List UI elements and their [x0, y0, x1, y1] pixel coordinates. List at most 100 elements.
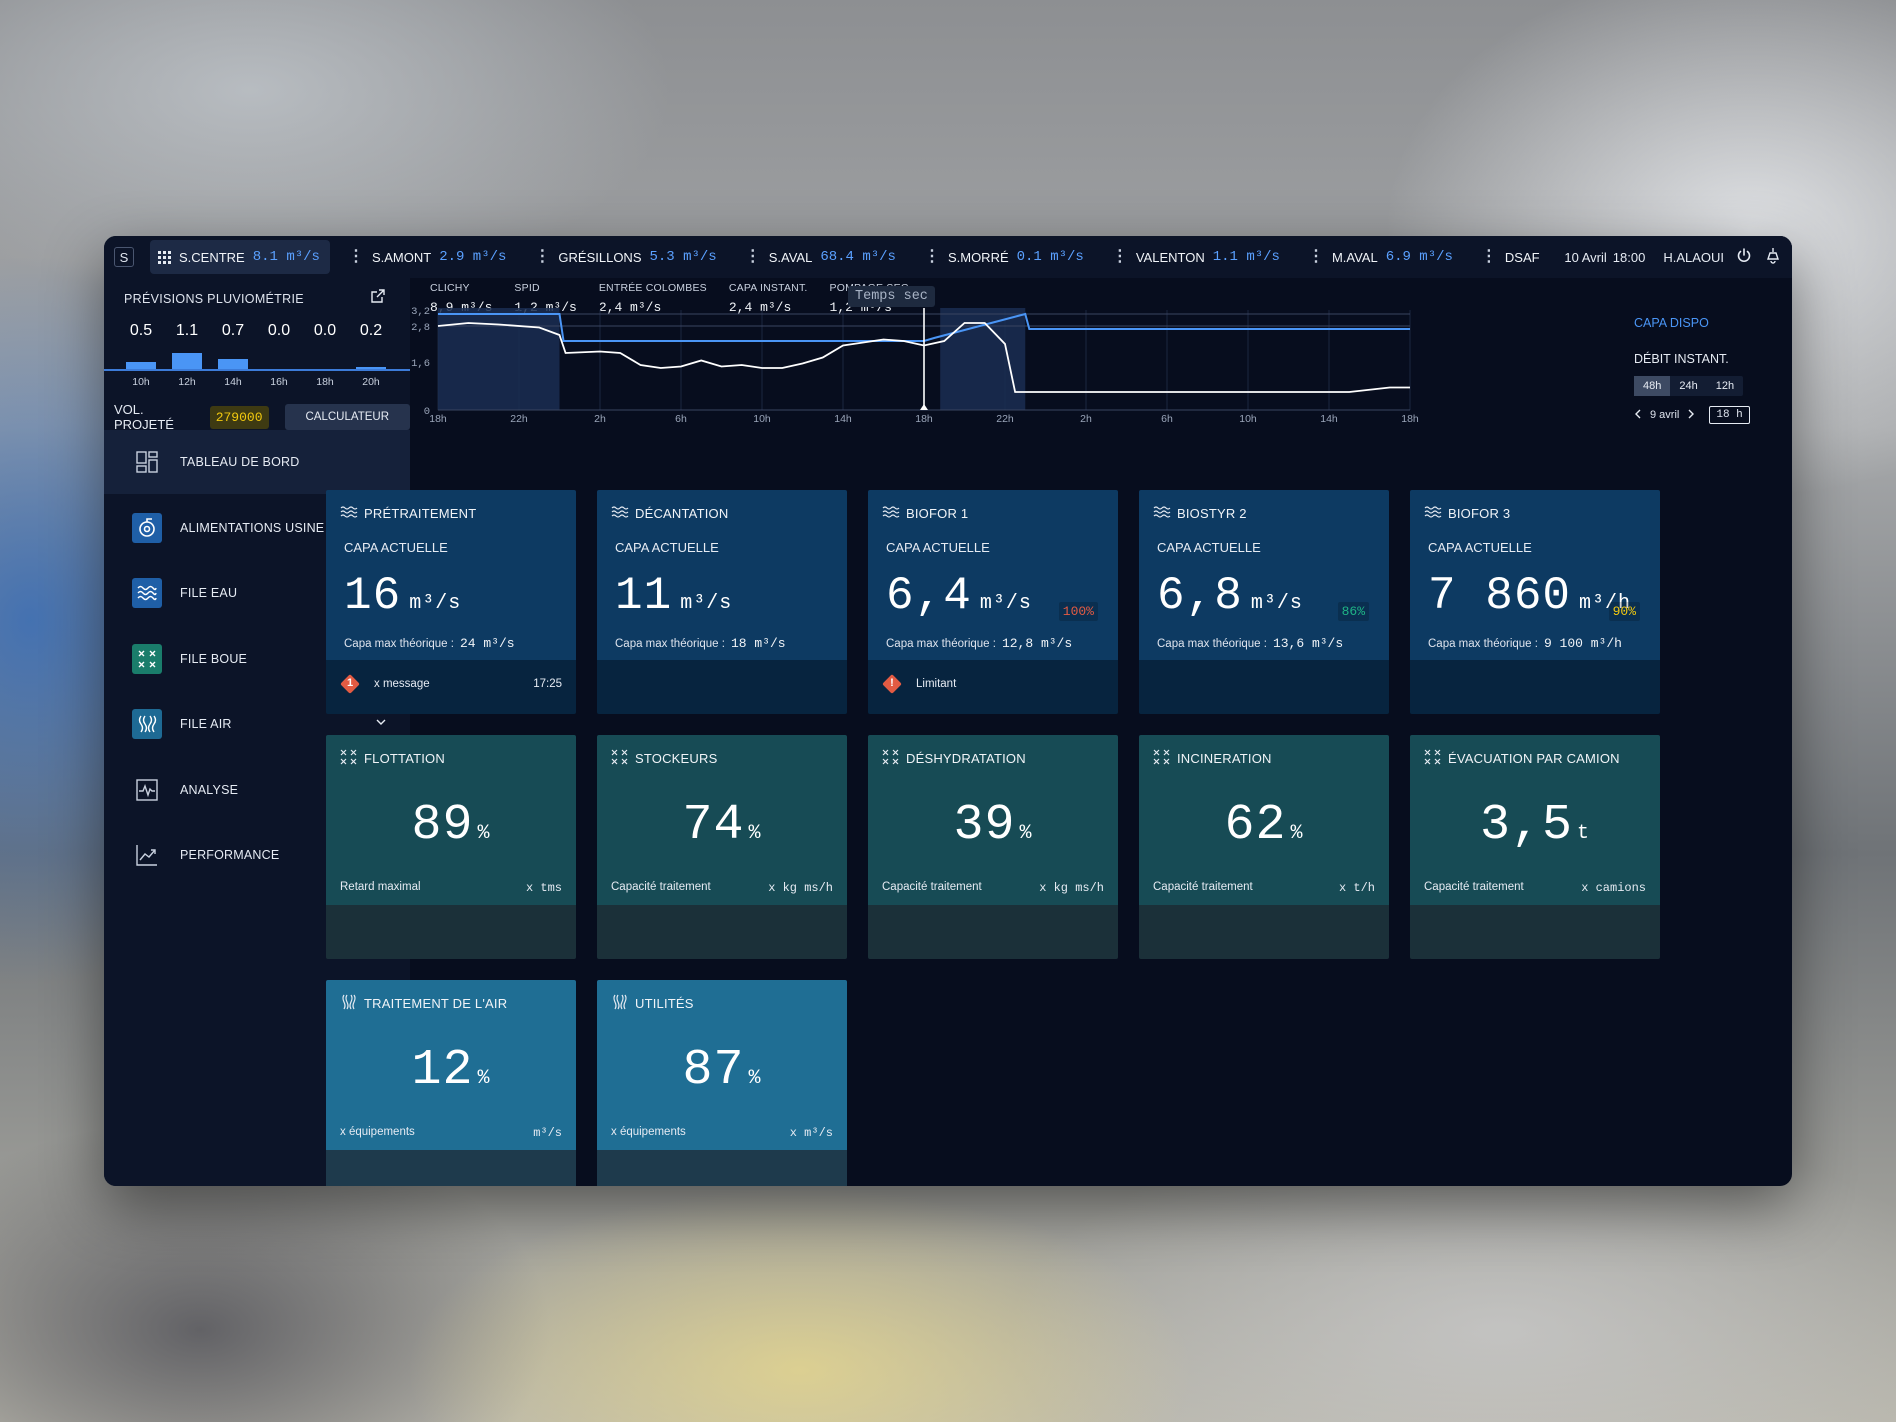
kpi-value: 2,4 m³/s — [728, 300, 792, 315]
calculator-button[interactable]: CALCULATEUR — [284, 404, 410, 430]
process-card[interactable]: INCINERATION 62% Capacité traitement x t/h — [1139, 735, 1389, 959]
chart-now-marker[interactable] — [920, 404, 928, 410]
process-card[interactable]: BIOSTYR 2 CAPA ACTUELLE 6,8 m³/s 86% Capa max… — [1139, 490, 1389, 714]
process-card[interactable]: BIOFOR 1 CAPA ACTUELLE 6,4 m³/s 100% Capa max… — [868, 490, 1118, 714]
hour-input[interactable]: 18 h — [1709, 406, 1750, 424]
nav-item-6[interactable]: PERFORMANCE — [104, 823, 410, 887]
site-tab-7[interactable]: ⋮ DSAF — [1473, 240, 1550, 274]
site-tab-1[interactable]: ⋮ S.AMONT 2.9 m³/s — [340, 240, 516, 274]
card-percent-badge: 86% — [1337, 602, 1369, 621]
rain-value: 0.7 — [221, 322, 245, 339]
range-option[interactable]: 24h — [1679, 380, 1698, 392]
chart-y-tick: 1,6 — [411, 358, 430, 370]
legend-capa-dispo[interactable]: CAPA DISPO — [1634, 316, 1709, 330]
water-icon — [1424, 504, 1442, 523]
legend-debit-instant[interactable]: DÉBIT INSTANT. — [1634, 352, 1729, 366]
user-name[interactable]: H.ALAOUI — [1663, 249, 1724, 265]
process-card[interactable]: FLOTTATION 89% Retard maximal x tms — [326, 735, 576, 959]
process-card[interactable]: STOCKEURS 74% Capacité traitement x kg ms/h — [597, 735, 847, 959]
card-message[interactable]: ! Limitant — [882, 674, 1104, 694]
chevron-down-icon[interactable] — [376, 716, 386, 726]
chevron-left-icon[interactable] — [1634, 409, 1642, 422]
process-card[interactable]: ÉVACUATION PAR CAMION 3,5 t Capacité traite… — [1410, 735, 1660, 959]
process-card[interactable]: DÉCANTATION CAPA ACTUELLE 11 m³/s Capa max t… — [597, 490, 847, 714]
card-max-label: Capa max théorique : — [1157, 638, 1267, 650]
card-message[interactable]: 1 x message 17:25 — [340, 674, 562, 694]
card-value: 39% — [868, 797, 1118, 854]
card-max-label: Capa max théorique : — [344, 638, 454, 650]
sludge-icon — [1424, 749, 1442, 768]
site-flow: 0.1 m³/s — [1016, 249, 1084, 265]
chevron-right-icon[interactable] — [1687, 409, 1695, 422]
card-value: 87% — [597, 1042, 847, 1099]
process-card[interactable]: TRAITEMENT DE L'AIR 12% x équipements m³/s — [326, 980, 576, 1186]
card-title: BIOFOR 1 — [882, 504, 968, 523]
card-title-text: BIOFOR 3 — [1448, 506, 1511, 521]
card-value-number: 89 — [411, 797, 474, 854]
range-option[interactable]: 12h — [1715, 380, 1735, 392]
nav-item-4[interactable]: FILE AIR — [104, 692, 410, 756]
site-tab-3[interactable]: ⋮ S.AVAL 68.4 m³/s — [737, 240, 906, 274]
card-value-number: 39 — [953, 797, 1016, 854]
nav-label: TABLEAU DE BORD — [180, 455, 300, 469]
card-unit: % — [477, 1067, 491, 1090]
card-title-text: BIOSTYR 2 — [1177, 506, 1247, 521]
process-card[interactable]: BIOFOR 3 CAPA ACTUELLE 7 860 m³/h 90% Capa ma… — [1410, 490, 1660, 714]
air-icon — [340, 994, 358, 1013]
water-icon — [1153, 504, 1171, 523]
card-max: Capa max théorique : 18 m³/s — [615, 636, 786, 651]
sludge-icon — [132, 643, 162, 674]
more-icon[interactable]: ⋮ — [1480, 248, 1497, 265]
site-flow: 1.1 m³/s — [1212, 249, 1280, 265]
more-icon[interactable]: ⋮ — [1111, 248, 1128, 265]
site-tab-5[interactable]: ⋮ VALENTON 1.1 m³/s — [1104, 240, 1290, 274]
lamp-icon[interactable] — [1764, 247, 1782, 268]
external-link-icon[interactable] — [370, 288, 386, 304]
card-footer: Retard maximal x tms — [340, 881, 562, 895]
grid-icon[interactable] — [158, 250, 171, 264]
site-tab-0[interactable]: S.CENTRE 8.1 m³/s — [150, 240, 330, 274]
site-name: S.CENTRE — [179, 249, 245, 265]
volume-label: VOL. PROJETÉ — [114, 402, 174, 432]
volume-value[interactable]: 279000 — [209, 405, 269, 429]
card-title: FLOTTATION — [340, 749, 445, 768]
kpi-label: SPID — [514, 282, 540, 294]
analysis-icon — [132, 775, 162, 805]
power-icon[interactable] — [1736, 247, 1752, 267]
site-tab-6[interactable]: ⋮ M.AVAL 6.9 m³/s — [1300, 240, 1463, 274]
card-title-text: UTILITÉS — [635, 996, 694, 1011]
card-subtitle: CAPA ACTUELLE — [886, 540, 990, 555]
nav-item-2[interactable]: FILE EAU — [104, 561, 410, 625]
card-value-number: 12 — [411, 1042, 474, 1099]
app-logo[interactable]: S — [114, 247, 134, 267]
card-max-label: Capa max théorique : — [1428, 638, 1538, 650]
more-icon[interactable]: ⋮ — [923, 248, 940, 265]
card-footer-value: x kg ms/h — [1039, 881, 1104, 895]
card-max-label: Capa max théorique : — [615, 638, 725, 650]
more-icon[interactable]: ⋮ — [1307, 248, 1324, 265]
card-unit: % — [1019, 822, 1033, 845]
rain-bar — [126, 362, 156, 370]
nav-item-0[interactable]: TABLEAU DE BORD — [104, 430, 410, 494]
site-tab-2[interactable]: ⋮ GRÉSILLONS 5.3 m³/s — [526, 240, 726, 274]
sludge-icon — [340, 749, 358, 768]
process-card[interactable]: UTILITÉS 87% x équipements x m³/s — [597, 980, 847, 1186]
alert-icon: ! — [882, 674, 902, 694]
card-percent-badge: 90% — [1608, 602, 1640, 621]
chart-x-tick: 6h — [675, 413, 687, 425]
process-card[interactable]: DÉSHYDRATATION 39% Capacité traitement x kg… — [868, 735, 1118, 959]
more-icon[interactable]: ⋮ — [347, 248, 364, 265]
more-icon[interactable]: ⋮ — [534, 248, 551, 265]
rain-bars — [104, 342, 410, 370]
more-icon[interactable]: ⋮ — [744, 248, 761, 265]
card-unit: % — [477, 822, 491, 845]
card-max-value: 9 100 m³/h — [1543, 636, 1622, 651]
range-option[interactable]: 48h — [1634, 376, 1671, 396]
nav-item-3[interactable]: FILE BOUE — [104, 627, 410, 691]
nav-item-1[interactable]: ALIMENTATIONS USINE — [104, 496, 410, 560]
chart-x-tick: 2h — [594, 413, 606, 425]
flow-chart[interactable]: 0 1,6 2,8 3,2 18h 22h 2h 6h 10h 14h 18h 22h 2h 6h 10h 1… — [410, 278, 1792, 434]
site-tab-4[interactable]: ⋮ S.MORRÉ 0.1 m³/s — [916, 240, 1094, 274]
water-icon — [132, 578, 162, 608]
process-card[interactable]: PRÉTRAITEMENT CAPA ACTUELLE 16 m³/s Capa max… — [326, 490, 576, 714]
